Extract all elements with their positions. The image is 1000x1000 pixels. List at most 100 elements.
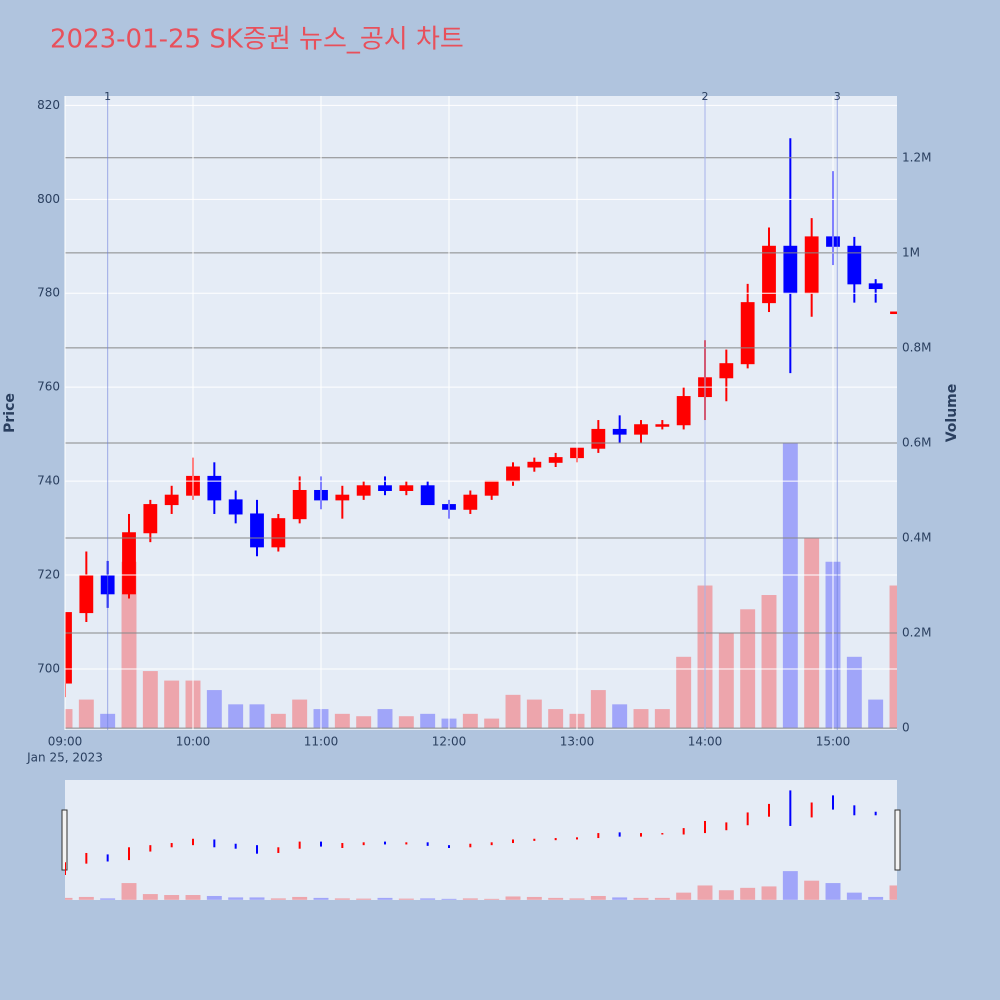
slider-volume-bar bbox=[121, 883, 137, 900]
y2-tick-label: 0.4M bbox=[902, 530, 931, 544]
slider-volume-bar bbox=[313, 897, 329, 900]
slider-volume-bar bbox=[526, 896, 542, 900]
x-tick-label: 13:00 bbox=[560, 735, 595, 749]
slider-volume-bar bbox=[206, 895, 222, 900]
x-date-label: Jan 25, 2023 bbox=[26, 751, 103, 765]
slider-volume-bar bbox=[164, 895, 180, 900]
volume-bar bbox=[420, 713, 436, 729]
volume-bar bbox=[65, 709, 73, 729]
y2-tick-label: 0 bbox=[902, 721, 910, 735]
plot-layer bbox=[65, 138, 897, 729]
volume-bar bbox=[377, 709, 393, 729]
y2-tick-label: 1.2M bbox=[902, 150, 931, 164]
volume-bar bbox=[270, 713, 286, 729]
y-tick-label: 820 bbox=[37, 98, 60, 112]
y2-tick-label: 0.8M bbox=[902, 340, 931, 354]
y-tick-label: 800 bbox=[37, 192, 60, 206]
slider-volume-bar bbox=[462, 898, 478, 900]
volume-bar bbox=[633, 709, 649, 729]
volume-bar bbox=[782, 442, 798, 729]
volume-bar bbox=[548, 709, 564, 729]
slider-volume-bar bbox=[185, 895, 201, 900]
x-tick-label: 14:00 bbox=[688, 735, 723, 749]
candle-body bbox=[143, 504, 158, 534]
volume-bar bbox=[206, 690, 222, 729]
news-label: 3 bbox=[834, 90, 841, 103]
candle-body bbox=[463, 494, 478, 510]
range-slider[interactable] bbox=[65, 780, 897, 900]
candle-body bbox=[740, 302, 755, 365]
slider-volume-bar bbox=[505, 896, 521, 900]
slider-volume-bar bbox=[676, 892, 692, 900]
slider-volume-bar bbox=[65, 897, 73, 900]
y2-tick-label: 0.6M bbox=[902, 435, 931, 449]
candle-body bbox=[335, 494, 350, 501]
volume-bar bbox=[868, 699, 884, 729]
slider-volume-bar bbox=[377, 897, 393, 900]
slider-volume-bar bbox=[78, 896, 94, 900]
slider-volume-bar bbox=[249, 897, 265, 900]
candle-body bbox=[655, 424, 670, 427]
news-label: 2 bbox=[702, 90, 709, 103]
x-tick-label: 15:00 bbox=[816, 735, 851, 749]
candle-body bbox=[548, 457, 563, 463]
slider-volume-bar bbox=[654, 897, 670, 900]
candle-body bbox=[484, 480, 499, 496]
candle-body bbox=[420, 485, 435, 506]
slider-volume-bar bbox=[804, 880, 820, 900]
slider-volume-bar bbox=[633, 897, 649, 900]
slider-volume-bar bbox=[889, 885, 897, 900]
slider-volume-bar bbox=[228, 897, 244, 900]
candle-body bbox=[890, 311, 897, 315]
slider-volume-bar bbox=[270, 898, 286, 900]
y2-tick-label: 0.2M bbox=[902, 626, 931, 640]
volume-bar bbox=[761, 595, 777, 729]
volume-bar bbox=[526, 699, 542, 729]
volume-bar bbox=[398, 716, 414, 729]
slider-volume-bar bbox=[100, 898, 116, 900]
candle-body bbox=[719, 363, 734, 379]
volume-bar bbox=[718, 633, 734, 729]
candle-body bbox=[676, 396, 691, 426]
slider-volume-bar bbox=[825, 883, 841, 900]
candle-body bbox=[292, 489, 307, 520]
volume-bar bbox=[612, 704, 628, 729]
x-tick-label: 09:00 bbox=[48, 735, 83, 749]
volume-bar bbox=[228, 704, 244, 729]
x-tick-label: 12:00 bbox=[432, 735, 467, 749]
y-tick-label: 740 bbox=[37, 474, 60, 488]
candle-body bbox=[207, 475, 222, 501]
slider-handle[interactable] bbox=[894, 809, 901, 871]
volume-bar bbox=[462, 713, 478, 729]
slider-volume-bar bbox=[292, 896, 308, 900]
volume-bar bbox=[846, 656, 862, 729]
candle-body bbox=[378, 485, 392, 491]
slider-volume-bar bbox=[334, 898, 350, 900]
candle-body bbox=[250, 513, 264, 548]
y-axis-title: Price bbox=[2, 393, 18, 433]
news-label: 1 bbox=[104, 90, 111, 103]
volume-bar bbox=[505, 694, 521, 729]
volume-bar bbox=[676, 656, 692, 729]
slider-handle[interactable] bbox=[61, 809, 68, 871]
slider-volume-bar bbox=[846, 892, 862, 900]
candle-body bbox=[122, 532, 136, 595]
candle-body bbox=[228, 499, 243, 515]
x-tick-label: 10:00 bbox=[176, 735, 211, 749]
candle-body bbox=[164, 494, 179, 506]
candle-body bbox=[65, 612, 72, 684]
candle-body bbox=[634, 424, 648, 435]
slider-volume-bar bbox=[484, 898, 500, 900]
slider-volume-bar bbox=[569, 898, 585, 900]
volume-bar bbox=[142, 671, 158, 729]
candle-body bbox=[612, 428, 627, 435]
volume-bar bbox=[889, 585, 897, 729]
volume-bar bbox=[484, 718, 500, 729]
volume-bar bbox=[334, 713, 350, 729]
candle-body bbox=[506, 466, 520, 482]
candle-body bbox=[591, 428, 606, 449]
x-tick-label: 11:00 bbox=[304, 735, 339, 749]
volume-bar bbox=[78, 699, 94, 729]
candle-body bbox=[527, 461, 542, 468]
